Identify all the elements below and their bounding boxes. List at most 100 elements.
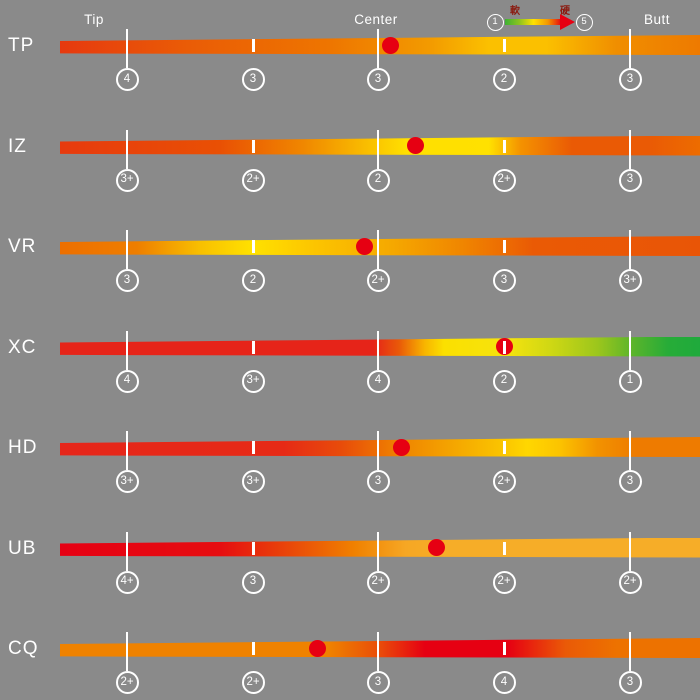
rating-circle: 3+ <box>241 470 265 493</box>
rating-circle: 4 <box>366 369 390 393</box>
row-label: VR <box>8 236 37 257</box>
position-line <box>628 431 632 470</box>
kick-point-dot <box>355 237 373 255</box>
position-tick <box>502 642 506 655</box>
profile-bar <box>60 236 700 256</box>
rating-circle: 2 <box>492 369 516 393</box>
position-tick <box>502 340 506 354</box>
rating-circle: 1 <box>618 369 642 393</box>
legend-hard-label: 硬 <box>560 6 570 17</box>
position-tick <box>251 441 255 454</box>
rating-circle: 3 <box>618 470 642 493</box>
row-label: CQ <box>8 638 39 659</box>
position-tick <box>502 240 506 253</box>
rating-circle: 2+ <box>241 168 265 192</box>
position-line <box>125 431 129 470</box>
rating-circle: 2+ <box>492 570 516 594</box>
rating-circle: 4 <box>115 68 139 91</box>
rating-circle: 3 <box>618 68 642 91</box>
rating-circle: 2+ <box>241 671 265 694</box>
row-label: TP <box>8 35 35 56</box>
position-line <box>628 330 632 370</box>
position-line <box>125 330 129 370</box>
position-line <box>376 531 380 571</box>
rating-circle: 2+ <box>366 269 390 292</box>
rating-circle: 3 <box>241 570 265 594</box>
rating-circle: 2+ <box>115 671 139 694</box>
position-tick <box>251 642 255 655</box>
position-tick <box>502 541 506 555</box>
position-line <box>376 230 380 269</box>
position-line <box>376 29 380 68</box>
butt-column-label: Butt <box>643 12 671 27</box>
kick-point-dot <box>406 137 424 154</box>
rating-circle: 4+ <box>115 570 139 594</box>
rating-circle: 2 <box>241 269 265 292</box>
profile-bar <box>60 336 700 357</box>
position-line <box>376 431 380 470</box>
rating-circle: 2+ <box>366 570 390 594</box>
rating-circle: 3 <box>492 269 516 292</box>
profile-bar <box>60 135 700 156</box>
row-label: IZ <box>8 135 27 157</box>
position-tick <box>251 39 255 52</box>
rating-circle: 3+ <box>115 168 139 192</box>
profile-bar <box>60 35 700 55</box>
position-line <box>628 129 632 169</box>
rating-circle: 3 <box>366 671 390 694</box>
legend-gradient-bar <box>505 19 562 25</box>
rating-circle: 2 <box>492 68 516 91</box>
position-line <box>376 330 380 370</box>
position-line <box>125 230 129 269</box>
position-line <box>125 632 129 671</box>
position-tick <box>502 39 506 52</box>
row-label: UB <box>8 537 37 559</box>
legend-min-circle: 1 <box>486 13 504 31</box>
rating-circle: 3 <box>366 470 390 493</box>
row-label: XC <box>8 336 37 358</box>
rating-circle: 2+ <box>492 168 516 192</box>
position-line <box>376 632 380 671</box>
position-line <box>125 29 129 68</box>
rating-circle: 3 <box>366 68 390 91</box>
position-line <box>125 129 129 169</box>
position-tick <box>251 541 255 555</box>
position-line <box>125 531 129 571</box>
position-line <box>628 230 632 269</box>
rating-circle: 3+ <box>618 269 642 292</box>
position-tick <box>251 139 255 153</box>
position-tick <box>251 340 255 354</box>
rating-circle: 3 <box>241 68 265 91</box>
rating-circle: 3+ <box>241 369 265 393</box>
kick-point-dot <box>308 639 326 657</box>
rating-circle: 3+ <box>115 470 139 493</box>
legend-soft-label: 軟 <box>510 6 520 17</box>
kick-point-dot <box>393 438 411 456</box>
rating-circle: 3 <box>115 269 139 292</box>
profile-bar <box>60 638 700 658</box>
profile-bar <box>60 437 700 457</box>
rating-circle: 3 <box>618 671 642 694</box>
position-tick <box>251 240 255 253</box>
position-tick <box>502 139 506 153</box>
legend-max-circle: 5 <box>575 13 593 31</box>
rating-circle: 2+ <box>618 570 642 594</box>
kick-point-dot <box>428 539 446 556</box>
position-line <box>628 632 632 671</box>
position-line <box>376 129 380 169</box>
tip-column-label: Tip <box>84 12 104 27</box>
position-tick <box>502 441 506 454</box>
position-line <box>628 29 632 68</box>
rating-circle: 2 <box>366 168 390 192</box>
rating-circle: 4 <box>115 369 139 393</box>
rating-circle: 4 <box>492 671 516 694</box>
profile-bar <box>60 537 700 558</box>
rating-circle: 2+ <box>492 470 516 493</box>
kick-point-dot <box>382 36 400 54</box>
row-label: HD <box>8 437 38 458</box>
rating-circle: 3 <box>618 168 642 192</box>
position-line <box>628 531 632 571</box>
legend-arrowhead-icon <box>560 14 575 30</box>
center-column-label: Center <box>354 12 398 27</box>
